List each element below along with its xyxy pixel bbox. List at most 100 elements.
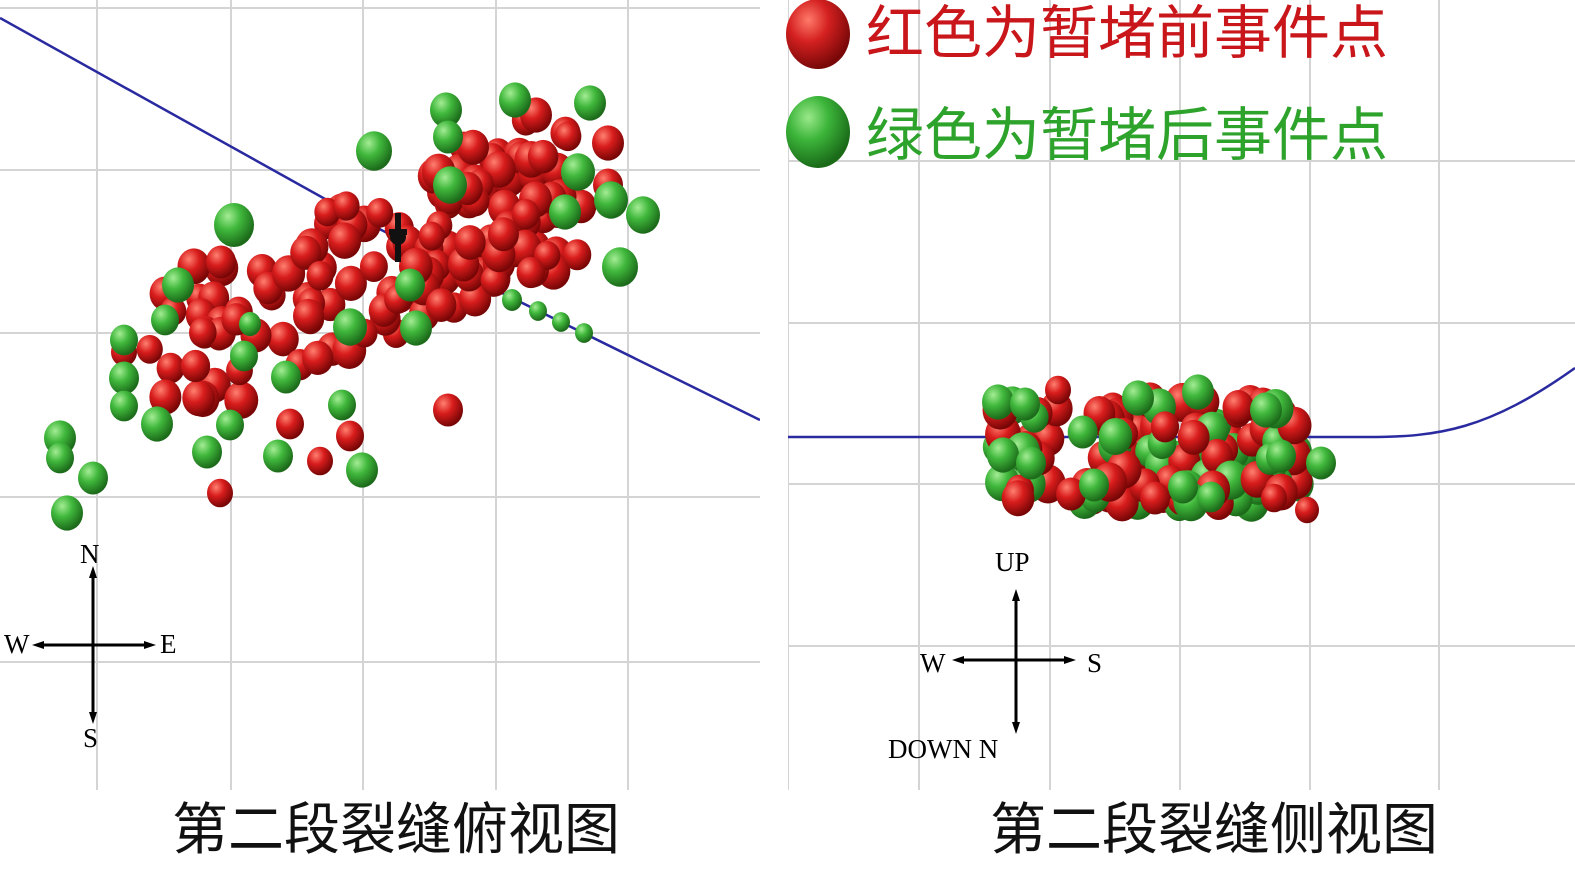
event-point-after — [529, 301, 547, 321]
event-point-before — [207, 478, 233, 508]
event-point-after — [433, 120, 463, 154]
event-point-after — [574, 85, 606, 121]
legend-green-label: 绿色为暂堵后事件点 — [866, 101, 1389, 169]
wellbore-trajectory — [788, 366, 1575, 439]
event-point-after — [109, 361, 139, 395]
event-point-before — [418, 221, 445, 251]
green-sphere-icon — [786, 96, 850, 168]
event-point-before — [1295, 496, 1319, 524]
event-point-after — [602, 247, 638, 287]
legend: 红色为暂堵前事件点 绿色为暂堵后事件点 — [780, 0, 1575, 175]
event-point-before — [592, 125, 624, 161]
event-point-after — [230, 340, 258, 372]
compass-south-label: S — [83, 723, 99, 753]
event-point-before — [292, 298, 325, 334]
event-point-after — [1122, 380, 1154, 416]
compass-down-label: DOWN N — [888, 734, 999, 764]
compass-north-label: N — [80, 539, 100, 569]
compass-up-label: UP — [995, 547, 1030, 577]
event-point-after — [1266, 439, 1296, 473]
event-point-before — [1222, 390, 1254, 425]
event-point-after — [400, 310, 432, 346]
event-point-before — [149, 379, 182, 415]
event-point-after — [395, 268, 425, 302]
event-point-before — [306, 260, 334, 291]
event-point-after — [1067, 415, 1098, 449]
event-point-before — [480, 265, 509, 296]
plan-view-canvas — [0, 0, 760, 790]
event-point-after — [502, 289, 522, 311]
event-point-before — [1045, 375, 1071, 405]
event-point-before — [267, 321, 299, 357]
event-point-after — [239, 311, 261, 337]
event-point-before — [359, 251, 388, 282]
event-point-after — [552, 312, 570, 332]
event-point-after — [1168, 470, 1198, 504]
event-point-before — [366, 197, 394, 228]
event-point-after — [162, 267, 194, 303]
event-point-after — [51, 495, 83, 531]
event-point-before — [425, 288, 457, 322]
event-point-before — [332, 191, 360, 221]
event-point-before — [554, 121, 582, 152]
event-point-after — [110, 390, 138, 422]
event-point-before — [454, 225, 486, 260]
event-point-before — [307, 446, 333, 476]
event-point-before — [276, 408, 304, 440]
event-point-after — [216, 409, 244, 441]
event-point-after — [1098, 417, 1133, 456]
event-point-after — [430, 92, 462, 128]
event-point-after — [271, 360, 301, 394]
event-point-before — [433, 393, 463, 427]
plan-view-panel: N W E S — [0, 0, 760, 790]
event-point-before — [1140, 481, 1170, 515]
event-point-before — [1261, 483, 1287, 513]
compass-east-label: E — [160, 629, 177, 659]
event-point-after — [433, 166, 467, 204]
event-point-before — [563, 239, 592, 271]
event-point-after — [328, 389, 356, 421]
event-point-after — [594, 181, 628, 219]
event-point-before — [1056, 477, 1087, 511]
event-point-after — [499, 82, 531, 118]
event-point-before — [1001, 480, 1035, 517]
event-point-after — [346, 452, 378, 488]
compass-west-label: W — [4, 629, 30, 659]
event-point-after — [1016, 446, 1046, 480]
event-point-before — [189, 317, 217, 348]
plan-view-caption: 第二段裂缝俯视图 — [172, 798, 620, 863]
event-point-after — [1079, 468, 1109, 502]
compass-west-label-side: W — [920, 648, 946, 678]
event-point-before — [290, 235, 322, 270]
event-point-before — [516, 256, 546, 289]
red-sphere-icon — [786, 0, 850, 69]
event-point-before — [487, 217, 519, 252]
event-point-before — [182, 380, 216, 417]
event-point-after — [78, 461, 108, 495]
event-point-before — [328, 222, 362, 259]
event-point-after — [214, 203, 254, 247]
event-point-before — [136, 334, 163, 364]
event-point-after — [982, 384, 1014, 420]
event-point-before — [1150, 411, 1180, 443]
event-point-after — [1306, 446, 1336, 480]
event-point-after — [46, 442, 74, 474]
compass-south-label-side: S — [1087, 648, 1103, 678]
event-point-after — [626, 196, 660, 234]
event-point-before — [336, 420, 364, 452]
event-point-after — [1197, 481, 1225, 513]
event-point-after — [333, 308, 367, 346]
perforation-marker-dot — [390, 229, 406, 245]
event-point-before — [156, 352, 185, 384]
event-point-before — [457, 129, 489, 165]
event-point-after — [1250, 392, 1282, 428]
event-point-after — [1010, 387, 1040, 421]
event-point-before — [334, 265, 367, 301]
side-view-canvas — [788, 0, 1575, 790]
event-point-after — [141, 406, 173, 442]
event-point-after — [356, 131, 392, 171]
event-point-after — [1182, 374, 1214, 410]
event-point-after — [561, 153, 595, 191]
event-point-after — [151, 304, 179, 336]
event-point-after — [987, 437, 1019, 473]
